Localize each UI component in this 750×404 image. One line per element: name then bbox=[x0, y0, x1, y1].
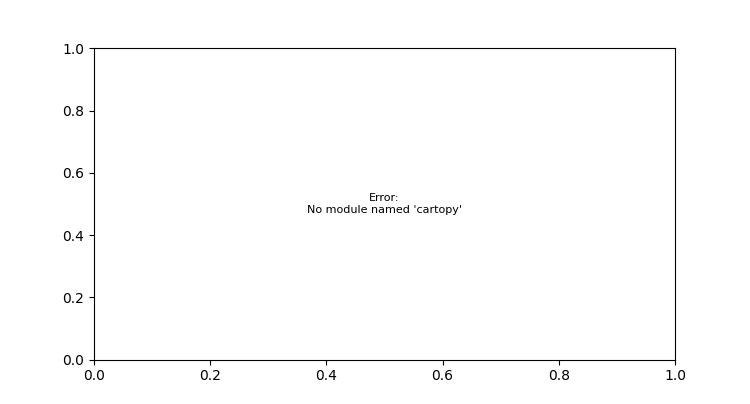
Text: Error:
No module named 'cartopy': Error: No module named 'cartopy' bbox=[307, 193, 462, 215]
